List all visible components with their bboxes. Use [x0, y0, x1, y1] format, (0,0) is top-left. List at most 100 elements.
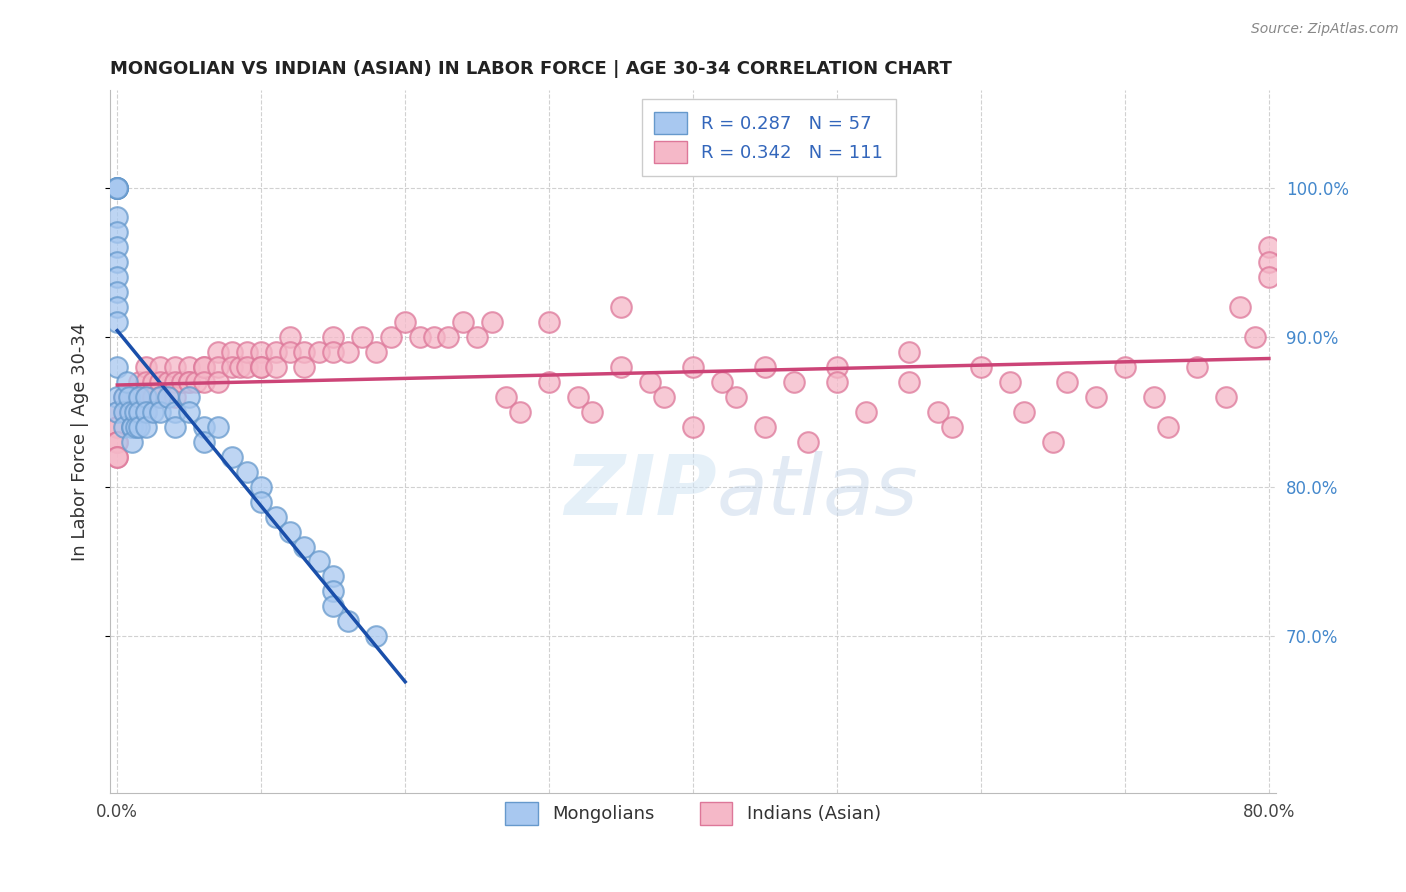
Point	[193, 420, 215, 434]
Point	[121, 405, 143, 419]
Point	[308, 345, 330, 359]
Point	[250, 359, 273, 374]
Point	[105, 180, 128, 194]
Point	[179, 359, 201, 374]
Point	[322, 345, 344, 359]
Point	[509, 405, 531, 419]
Point	[783, 375, 806, 389]
Point	[105, 285, 128, 300]
Point	[105, 226, 128, 240]
Point	[264, 359, 287, 374]
Point	[105, 405, 128, 419]
Point	[567, 390, 589, 404]
Point	[118, 405, 141, 419]
Point	[236, 359, 259, 374]
Point	[117, 405, 139, 419]
Point	[149, 405, 172, 419]
Point	[538, 315, 561, 329]
Point	[142, 405, 165, 419]
Point	[105, 450, 128, 464]
Point	[105, 450, 128, 464]
Point	[1257, 270, 1279, 285]
Point	[207, 420, 229, 434]
Point	[264, 345, 287, 359]
Point	[179, 390, 201, 404]
Point	[207, 375, 229, 389]
Point	[128, 420, 150, 434]
Point	[163, 359, 186, 374]
Text: MONGOLIAN VS INDIAN (ASIAN) IN LABOR FORCE | AGE 30-34 CORRELATION CHART: MONGOLIAN VS INDIAN (ASIAN) IN LABOR FOR…	[110, 60, 952, 78]
Point	[117, 375, 139, 389]
Point	[105, 405, 128, 419]
Point	[423, 330, 446, 344]
Point	[465, 330, 488, 344]
Point	[682, 359, 704, 374]
Point	[638, 375, 661, 389]
Point	[149, 390, 172, 404]
Point	[163, 405, 186, 419]
Point	[495, 390, 517, 404]
Point	[105, 180, 128, 194]
Point	[128, 390, 150, 404]
Point	[250, 480, 273, 494]
Point	[118, 390, 141, 404]
Point	[193, 375, 215, 389]
Point	[1012, 405, 1035, 419]
Point	[105, 255, 128, 269]
Point	[278, 524, 301, 539]
Point	[179, 375, 201, 389]
Text: atlas: atlas	[717, 450, 918, 532]
Point	[105, 300, 128, 314]
Point	[105, 180, 128, 194]
Point	[124, 390, 146, 404]
Point	[250, 345, 273, 359]
Point	[105, 390, 128, 404]
Point	[380, 330, 402, 344]
Point	[128, 390, 150, 404]
Point	[121, 434, 143, 449]
Point	[128, 375, 150, 389]
Point	[1056, 375, 1078, 389]
Point	[105, 211, 128, 225]
Point	[1215, 390, 1237, 404]
Point	[105, 434, 128, 449]
Point	[105, 270, 128, 285]
Point	[128, 405, 150, 419]
Point	[105, 180, 128, 194]
Text: Source: ZipAtlas.com: Source: ZipAtlas.com	[1251, 22, 1399, 37]
Point	[336, 615, 359, 629]
Point	[1143, 390, 1166, 404]
Point	[825, 359, 848, 374]
Point	[610, 359, 633, 374]
Point	[135, 405, 157, 419]
Point	[128, 405, 150, 419]
Point	[710, 375, 733, 389]
Point	[105, 420, 128, 434]
Point	[170, 375, 193, 389]
Point	[294, 540, 316, 554]
Point	[193, 359, 215, 374]
Point	[149, 390, 172, 404]
Point	[135, 375, 157, 389]
Point	[207, 359, 229, 374]
Point	[121, 390, 143, 404]
Point	[610, 300, 633, 314]
Point	[970, 359, 993, 374]
Point	[898, 375, 921, 389]
Point	[142, 390, 165, 404]
Point	[193, 359, 215, 374]
Point	[250, 494, 273, 508]
Point	[1185, 359, 1208, 374]
Point	[114, 390, 136, 404]
Y-axis label: In Labor Force | Age 30-34: In Labor Force | Age 30-34	[72, 323, 89, 561]
Point	[221, 450, 243, 464]
Point	[322, 330, 344, 344]
Point	[149, 390, 172, 404]
Point	[114, 420, 136, 434]
Point	[336, 345, 359, 359]
Point	[236, 345, 259, 359]
Point	[179, 405, 201, 419]
Point	[125, 405, 148, 419]
Point	[581, 405, 603, 419]
Point	[1229, 300, 1251, 314]
